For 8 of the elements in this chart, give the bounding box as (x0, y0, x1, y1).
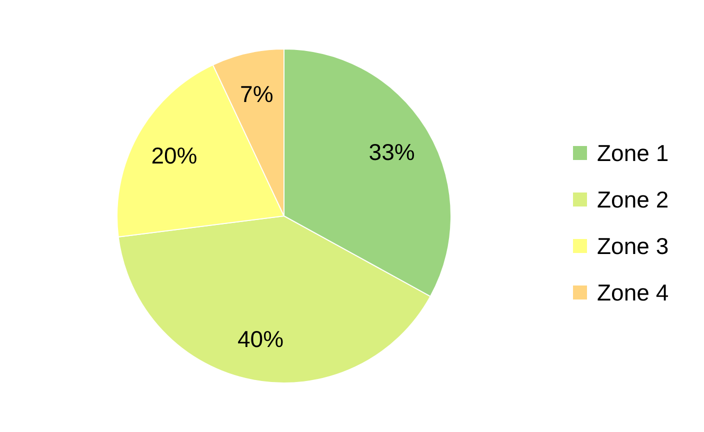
legend-label: Zone 2 (597, 186, 669, 212)
legend-label: Zone 3 (597, 233, 669, 259)
data-label: 7% (240, 80, 274, 107)
data-label: 20% (151, 142, 198, 169)
legend-label: Zone 1 (597, 140, 669, 166)
legend-label: Zone 4 (597, 280, 669, 306)
data-label: 40% (238, 326, 284, 352)
data-label: 33% (368, 139, 415, 166)
